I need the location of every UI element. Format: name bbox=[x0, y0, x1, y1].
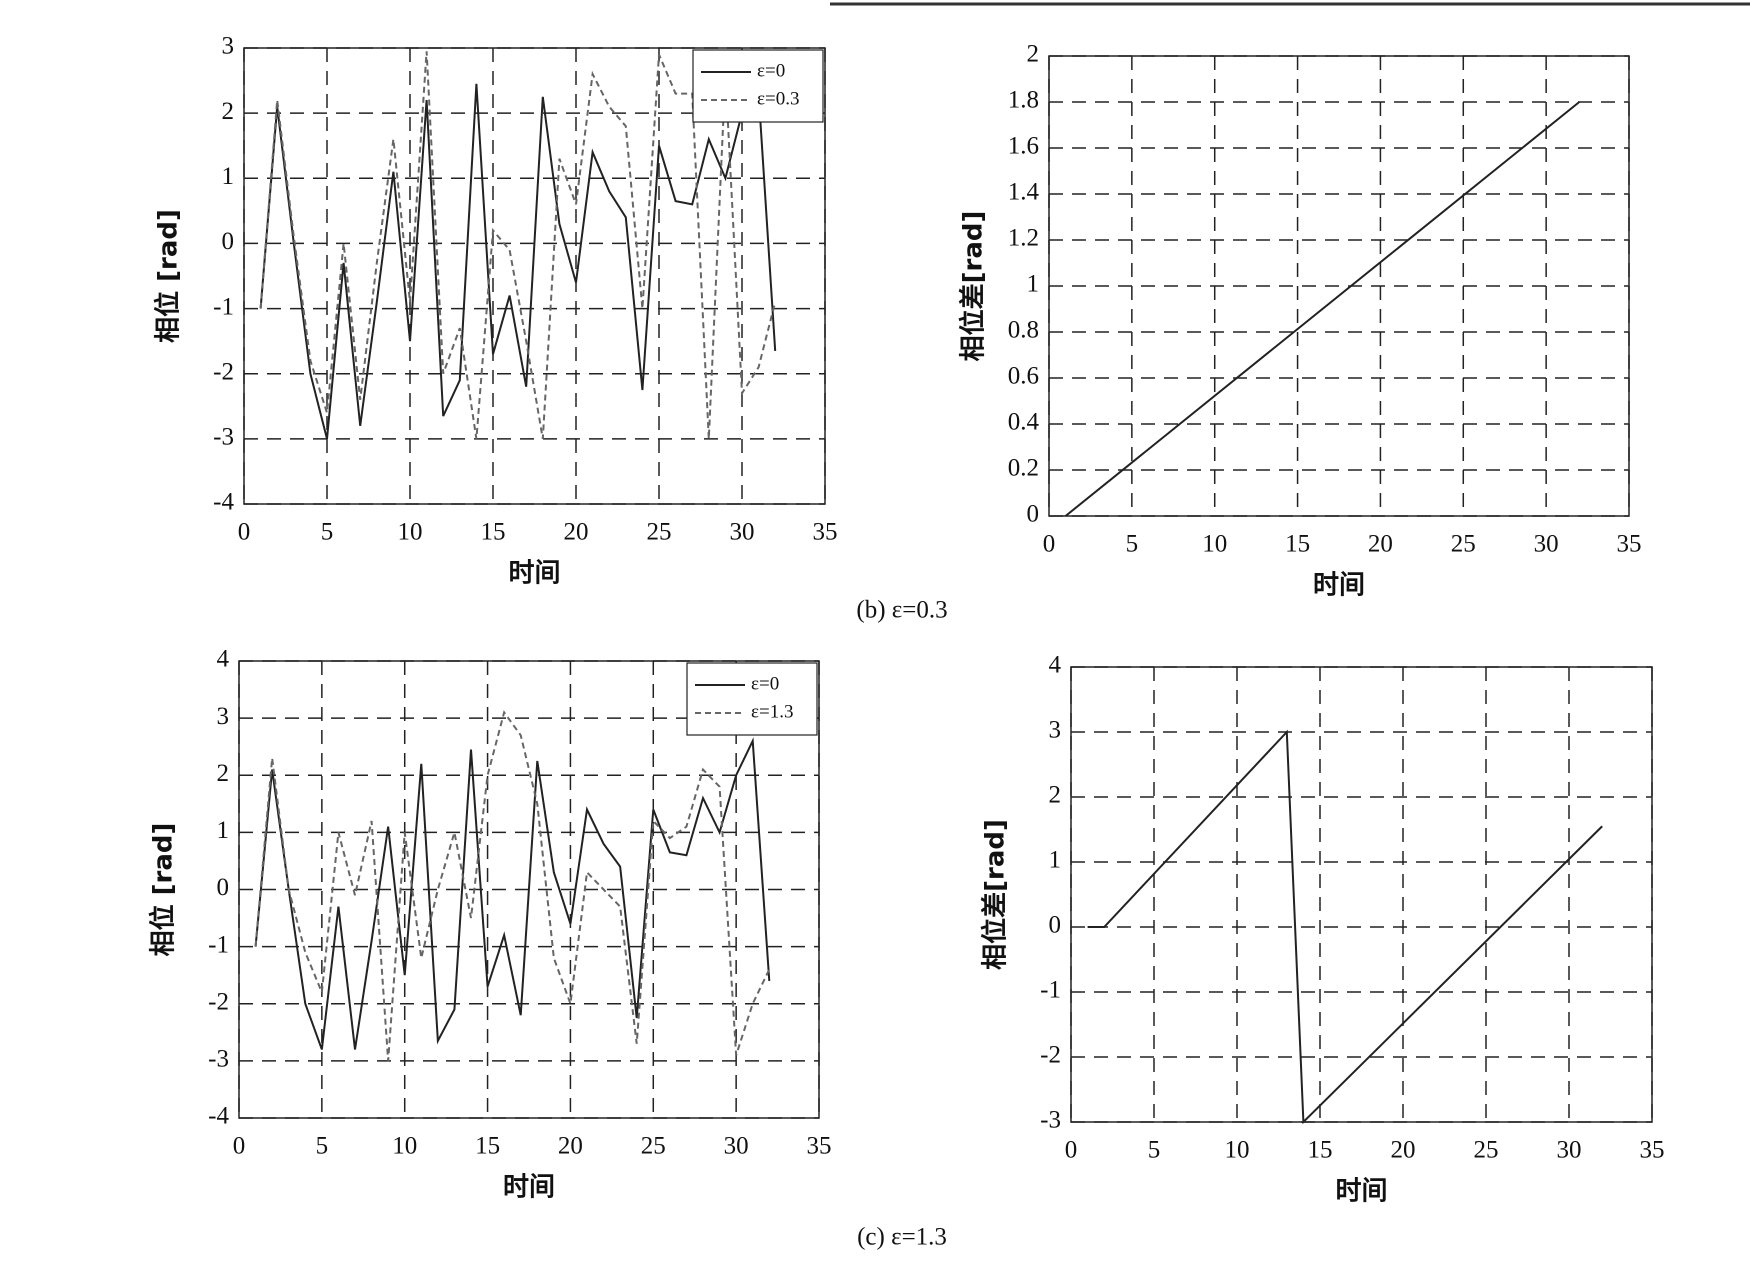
y-tick-label: 4 bbox=[1049, 652, 1062, 679]
y-tick-label: 1 bbox=[1049, 847, 1062, 874]
y-tick-label: 1 bbox=[222, 163, 235, 190]
y-tick-label: -1 bbox=[213, 293, 234, 320]
data-line bbox=[1087, 729, 1603, 1125]
x-tick-label: 20 bbox=[1368, 531, 1393, 558]
x-tick-label: 35 bbox=[813, 519, 838, 546]
y-tick-label: 0.8 bbox=[1008, 317, 1039, 344]
y-tick-label: -2 bbox=[208, 988, 229, 1015]
y-tick-label: 1.4 bbox=[1008, 179, 1040, 206]
x-tick-label: 15 bbox=[475, 1133, 500, 1160]
y-axis-label: 相位 [rad] bbox=[148, 823, 179, 957]
legend-label: ε=1.3 bbox=[751, 701, 793, 722]
x-tick-label: 0 bbox=[238, 519, 251, 546]
y-tick-label: 2 bbox=[1049, 782, 1062, 809]
y-tick-label: -1 bbox=[1040, 977, 1061, 1004]
x-axis-label: 时间 bbox=[503, 1173, 555, 1203]
x-tick-label: 30 bbox=[1534, 531, 1559, 558]
y-tick-label: -3 bbox=[1040, 1107, 1061, 1134]
x-tick-label: 30 bbox=[1557, 1137, 1582, 1164]
y-tick-label: 3 bbox=[1049, 717, 1062, 744]
data-line bbox=[259, 51, 777, 440]
y-tick-label: 1 bbox=[217, 817, 230, 844]
y-tick-label: 0 bbox=[217, 874, 230, 901]
y-tick-label: 3 bbox=[217, 703, 230, 730]
y-tick-label: 1 bbox=[1027, 271, 1040, 298]
y-tick-label: 0.4 bbox=[1008, 409, 1040, 436]
x-tick-label: 30 bbox=[730, 519, 755, 546]
data-line bbox=[254, 710, 771, 1061]
x-tick-label: 25 bbox=[647, 519, 672, 546]
x-tick-label: 5 bbox=[316, 1133, 329, 1160]
x-tick-label: 20 bbox=[558, 1133, 583, 1160]
x-tick-label: 35 bbox=[1640, 1137, 1665, 1164]
y-tick-label: 1.6 bbox=[1008, 133, 1039, 160]
plot-area bbox=[1070, 666, 1653, 1123]
data-line bbox=[1064, 101, 1580, 517]
y-tick-label: 0 bbox=[1027, 501, 1040, 528]
y-tick-label: 2 bbox=[217, 760, 230, 787]
caption: (b) ε=0.3 bbox=[856, 597, 947, 624]
y-tick-label: -1 bbox=[208, 931, 229, 958]
x-tick-label: 5 bbox=[1126, 531, 1139, 558]
y-tick-label: 1.2 bbox=[1008, 225, 1039, 252]
y-tick-label: 0.6 bbox=[1008, 363, 1039, 390]
legend-label: ε=0.3 bbox=[757, 88, 799, 109]
y-tick-label: -3 bbox=[213, 424, 234, 451]
x-tick-label: 10 bbox=[398, 519, 423, 546]
x-tick-label: 0 bbox=[1043, 531, 1056, 558]
y-tick-label: 4 bbox=[217, 646, 230, 673]
x-tick-label: 35 bbox=[807, 1133, 832, 1160]
x-tick-label: 15 bbox=[481, 519, 506, 546]
x-axis-label: 时间 bbox=[508, 559, 560, 589]
x-tick-label: 25 bbox=[1451, 531, 1476, 558]
legend-label: ε=0 bbox=[757, 60, 785, 81]
data-line bbox=[259, 83, 777, 440]
x-tick-label: 0 bbox=[1065, 1137, 1078, 1164]
x-tick-label: 15 bbox=[1285, 531, 1310, 558]
x-tick-label: 10 bbox=[1202, 531, 1227, 558]
x-tick-label: 35 bbox=[1617, 531, 1642, 558]
x-tick-label: 10 bbox=[392, 1133, 417, 1160]
caption: (c) ε=1.3 bbox=[857, 1224, 947, 1251]
x-tick-label: 20 bbox=[1391, 1137, 1416, 1164]
y-tick-label: 0 bbox=[1049, 912, 1062, 939]
y-tick-label: 3 bbox=[222, 33, 235, 60]
y-tick-label: 0 bbox=[222, 228, 235, 255]
x-tick-label: 25 bbox=[1474, 1137, 1499, 1164]
y-tick-label: 1.8 bbox=[1008, 87, 1039, 114]
x-axis-label: 时间 bbox=[1335, 1177, 1387, 1207]
y-axis-label: 相位差[rad] bbox=[980, 819, 1011, 970]
x-tick-label: 5 bbox=[321, 519, 334, 546]
y-axis-label: 相位差[rad] bbox=[958, 211, 989, 362]
y-tick-label: 2 bbox=[1027, 41, 1040, 68]
x-tick-label: 10 bbox=[1225, 1137, 1250, 1164]
y-tick-label: 0.2 bbox=[1008, 455, 1039, 482]
x-tick-label: 30 bbox=[724, 1133, 749, 1160]
x-tick-label: 25 bbox=[641, 1133, 666, 1160]
y-tick-label: -3 bbox=[208, 1046, 229, 1073]
x-tick-label: 15 bbox=[1308, 1137, 1333, 1164]
legend-box bbox=[686, 662, 818, 736]
y-tick-label: -4 bbox=[213, 489, 234, 516]
y-tick-label: -2 bbox=[213, 358, 234, 385]
x-tick-label: 0 bbox=[233, 1133, 246, 1160]
y-tick-label: -4 bbox=[208, 1103, 229, 1130]
y-tick-label: 2 bbox=[222, 98, 235, 125]
y-axis-label: 相位 [rad] bbox=[153, 209, 184, 343]
y-tick-label: -2 bbox=[1040, 1042, 1061, 1069]
data-line bbox=[254, 737, 771, 1050]
legend-label: ε=0 bbox=[751, 673, 779, 694]
legend-box bbox=[692, 49, 824, 123]
x-tick-label: 5 bbox=[1148, 1137, 1161, 1164]
x-axis-label: 时间 bbox=[1313, 571, 1365, 601]
x-tick-label: 20 bbox=[564, 519, 589, 546]
plot-area bbox=[243, 47, 826, 505]
